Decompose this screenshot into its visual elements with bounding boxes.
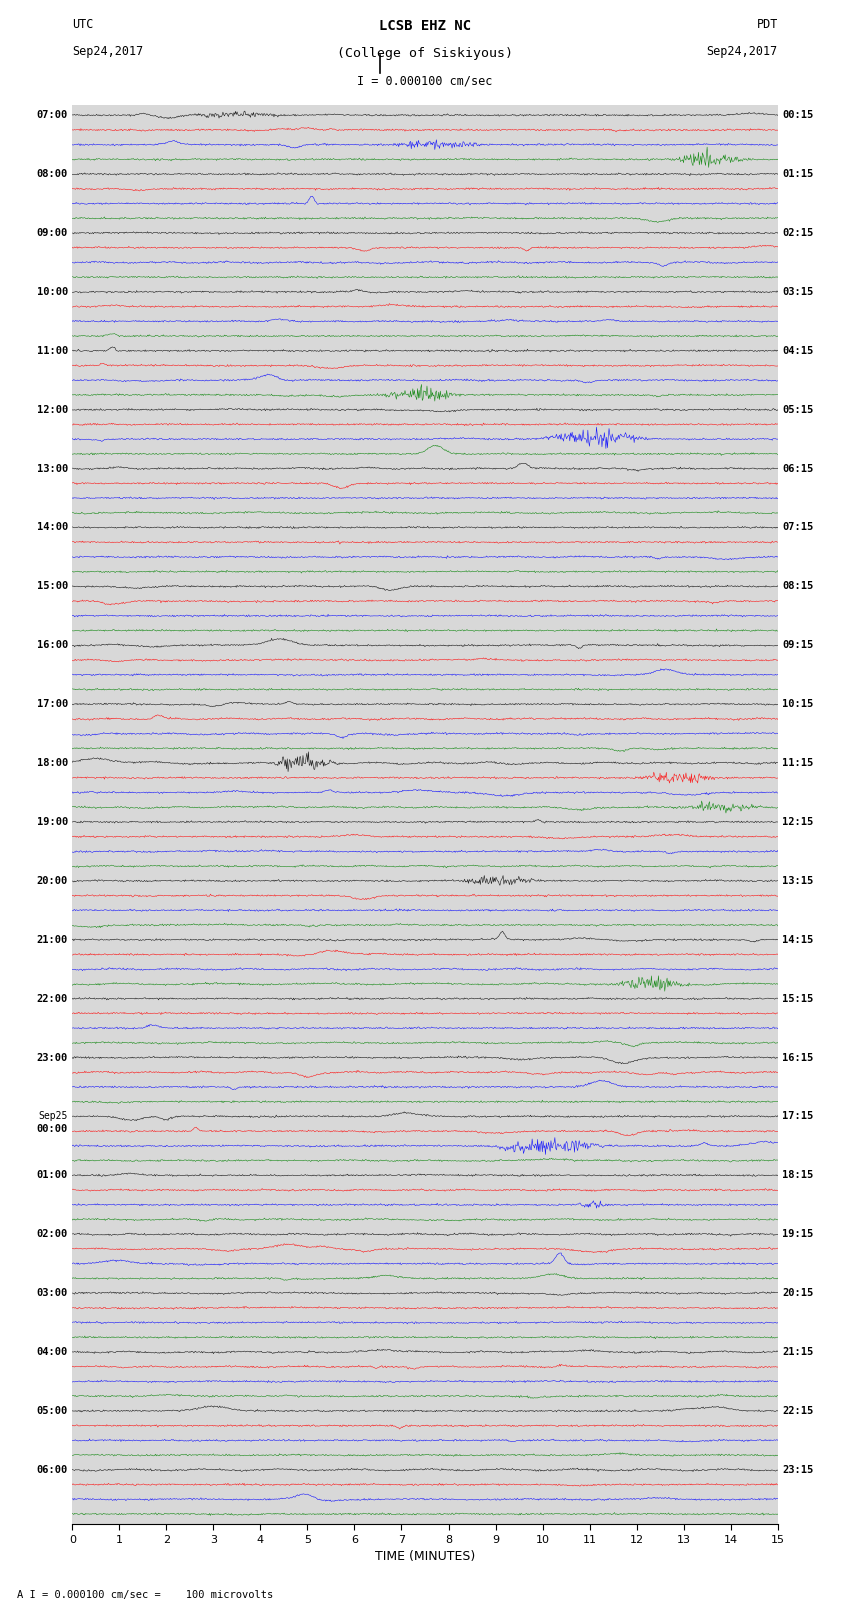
Text: 11:15: 11:15 [782, 758, 813, 768]
Text: 02:15: 02:15 [782, 227, 813, 239]
Text: 21:00: 21:00 [37, 934, 68, 945]
Text: 07:00: 07:00 [37, 110, 68, 119]
Text: 00:00: 00:00 [37, 1124, 68, 1134]
Text: 01:00: 01:00 [37, 1171, 68, 1181]
Text: 15:00: 15:00 [37, 581, 68, 592]
Text: 14:15: 14:15 [782, 934, 813, 945]
Text: Sep24,2017: Sep24,2017 [72, 45, 144, 58]
Text: 12:15: 12:15 [782, 816, 813, 827]
Text: 18:00: 18:00 [37, 758, 68, 768]
Text: 05:15: 05:15 [782, 405, 813, 415]
Text: 04:15: 04:15 [782, 345, 813, 356]
Text: 23:15: 23:15 [782, 1465, 813, 1474]
Text: 01:15: 01:15 [782, 169, 813, 179]
Text: 16:00: 16:00 [37, 640, 68, 650]
Text: 10:00: 10:00 [37, 287, 68, 297]
Text: 08:15: 08:15 [782, 581, 813, 592]
Text: 06:15: 06:15 [782, 463, 813, 474]
Text: 07:15: 07:15 [782, 523, 813, 532]
Text: 12:00: 12:00 [37, 405, 68, 415]
Text: I = 0.000100 cm/sec: I = 0.000100 cm/sec [357, 74, 493, 87]
Text: 03:00: 03:00 [37, 1289, 68, 1298]
Text: 08:00: 08:00 [37, 169, 68, 179]
Text: A I = 0.000100 cm/sec =    100 microvolts: A I = 0.000100 cm/sec = 100 microvolts [17, 1590, 273, 1600]
Text: 15:15: 15:15 [782, 994, 813, 1003]
Text: 23:00: 23:00 [37, 1053, 68, 1063]
Text: 13:00: 13:00 [37, 463, 68, 474]
Text: 10:15: 10:15 [782, 698, 813, 710]
Text: Sep25: Sep25 [38, 1111, 68, 1121]
Text: UTC: UTC [72, 18, 94, 31]
Text: LCSB EHZ NC: LCSB EHZ NC [379, 19, 471, 34]
Text: 22:00: 22:00 [37, 994, 68, 1003]
Text: 19:15: 19:15 [782, 1229, 813, 1239]
Text: 21:15: 21:15 [782, 1347, 813, 1357]
Text: 00:15: 00:15 [782, 110, 813, 119]
Text: 16:15: 16:15 [782, 1053, 813, 1063]
Text: 04:00: 04:00 [37, 1347, 68, 1357]
Text: 06:00: 06:00 [37, 1465, 68, 1474]
Text: 02:00: 02:00 [37, 1229, 68, 1239]
Text: 05:00: 05:00 [37, 1407, 68, 1416]
Text: 09:15: 09:15 [782, 640, 813, 650]
Text: 20:15: 20:15 [782, 1289, 813, 1298]
Text: 22:15: 22:15 [782, 1407, 813, 1416]
Text: (College of Siskiyous): (College of Siskiyous) [337, 47, 513, 60]
Text: 03:15: 03:15 [782, 287, 813, 297]
Text: Sep24,2017: Sep24,2017 [706, 45, 778, 58]
Text: 14:00: 14:00 [37, 523, 68, 532]
Text: 17:15: 17:15 [782, 1111, 813, 1121]
Text: 17:00: 17:00 [37, 698, 68, 710]
Text: 18:15: 18:15 [782, 1171, 813, 1181]
Text: 20:00: 20:00 [37, 876, 68, 886]
Text: PDT: PDT [756, 18, 778, 31]
Text: 13:15: 13:15 [782, 876, 813, 886]
Text: 19:00: 19:00 [37, 816, 68, 827]
X-axis label: TIME (MINUTES): TIME (MINUTES) [375, 1550, 475, 1563]
Text: 11:00: 11:00 [37, 345, 68, 356]
Text: 09:00: 09:00 [37, 227, 68, 239]
